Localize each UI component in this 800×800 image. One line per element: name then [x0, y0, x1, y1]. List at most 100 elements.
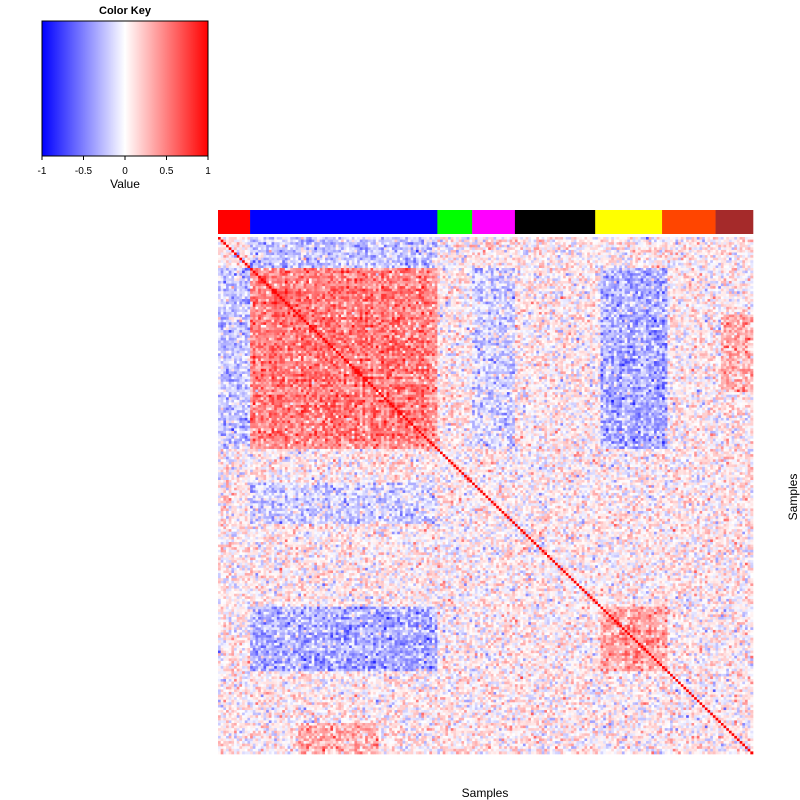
heatmap-cell [226, 252, 230, 256]
heatmap-cell [292, 275, 296, 279]
heatmap-cell [547, 268, 551, 271]
heatmap-cell [592, 278, 596, 282]
heatmap-cell [325, 237, 329, 240]
heatmap-cell [530, 249, 534, 253]
heatmap-cell [643, 255, 647, 259]
heatmap-cell [643, 260, 647, 264]
heatmap-cell [640, 293, 644, 297]
heatmap-cell [603, 273, 607, 277]
heatmap-cell [426, 299, 430, 302]
heatmap-cell [536, 262, 540, 266]
heatmap-cell [327, 265, 331, 269]
heatmap-cell [707, 288, 711, 292]
heatmap-cell [571, 244, 575, 248]
heatmap-cell [260, 296, 264, 300]
heatmap-cell [715, 270, 719, 274]
heatmap-cell [306, 239, 310, 243]
heatmap-cell [520, 275, 524, 279]
heatmap-cell [659, 242, 663, 246]
heatmap-cell [440, 237, 444, 240]
heatmap-cell [394, 237, 398, 240]
heatmap-cell [696, 293, 700, 297]
heatmap-cell [557, 255, 561, 259]
heatmap-cell [410, 237, 414, 240]
heatmap-cell [675, 260, 679, 264]
heatmap-cell [255, 280, 259, 284]
heatmap-cell [413, 270, 417, 274]
heatmap-cell [429, 244, 433, 248]
heatmap-cell [367, 288, 371, 292]
heatmap-cell [338, 237, 342, 240]
heatmap-cell [571, 242, 575, 246]
heatmap-cell [616, 244, 620, 248]
heatmap-cell [223, 291, 227, 295]
heatmap-cell [501, 291, 505, 295]
heatmap-cell [750, 296, 754, 300]
heatmap-cell [517, 262, 521, 266]
heatmap-cell [493, 255, 497, 259]
heatmap-cell [335, 275, 339, 279]
heatmap-cell [715, 242, 719, 246]
heatmap-cell [474, 239, 478, 243]
heatmap-cell [632, 283, 636, 287]
heatmap-cell [637, 299, 641, 302]
heatmap-cell [616, 293, 620, 297]
heatmap-cell [742, 257, 746, 261]
heatmap-cell [702, 262, 706, 266]
heatmap-cell [410, 257, 414, 261]
heatmap-cell [589, 275, 593, 279]
heatmap-cell [627, 239, 631, 243]
heatmap-cell [469, 239, 473, 243]
heatmap-cell [688, 283, 692, 287]
heatmap-cell [656, 299, 660, 302]
heatmap-cell [544, 252, 548, 256]
heatmap-cell [480, 255, 484, 259]
heatmap-cell [637, 278, 641, 282]
heatmap-cell [378, 262, 382, 266]
heatmap-cell [490, 237, 494, 240]
heatmap-cell [611, 265, 615, 269]
heatmap-cell [501, 255, 505, 259]
heatmap-cell [522, 275, 526, 279]
heatmap-cell [528, 291, 532, 295]
heatmap-cell [726, 255, 730, 259]
heatmap-cell [718, 260, 722, 264]
heatmap-cell [464, 249, 468, 253]
heatmap-cell [394, 296, 398, 300]
heatmap-cell [506, 296, 510, 300]
heatmap-cell [466, 293, 470, 297]
heatmap-cell [421, 286, 425, 290]
heatmap-cell [306, 249, 310, 253]
heatmap-cell [646, 242, 650, 246]
heatmap-cell [648, 262, 652, 266]
heatmap-cell [678, 268, 682, 271]
heatmap-cell [565, 252, 569, 256]
heatmap-cell [464, 244, 468, 248]
heatmap-cell [637, 260, 641, 264]
heatmap-cell [437, 275, 441, 279]
heatmap-cell [597, 247, 601, 251]
heatmap-cell [563, 260, 567, 264]
heatmap-cell [686, 280, 690, 284]
heatmap-cell [244, 270, 248, 274]
heatmap-cell [530, 299, 534, 302]
heatmap-cell [319, 249, 323, 253]
heatmap-cell [686, 296, 690, 300]
heatmap-cell [469, 262, 473, 266]
heatmap-cell [739, 286, 743, 290]
heatmap-cell [367, 273, 371, 277]
heatmap-cell [477, 268, 481, 271]
heatmap-cell [573, 252, 577, 256]
heatmap-cell [234, 291, 238, 295]
heatmap-cell [595, 278, 599, 282]
heatmap-cell [311, 244, 315, 248]
heatmap-cell [226, 268, 230, 271]
heatmap-cell [517, 255, 521, 259]
heatmap-cell [675, 270, 679, 274]
heatmap-cell [504, 237, 508, 240]
heatmap-cell [386, 257, 390, 261]
heatmap-cell [308, 275, 312, 279]
heatmap-cell [581, 260, 585, 264]
heatmap-cell [440, 265, 444, 269]
